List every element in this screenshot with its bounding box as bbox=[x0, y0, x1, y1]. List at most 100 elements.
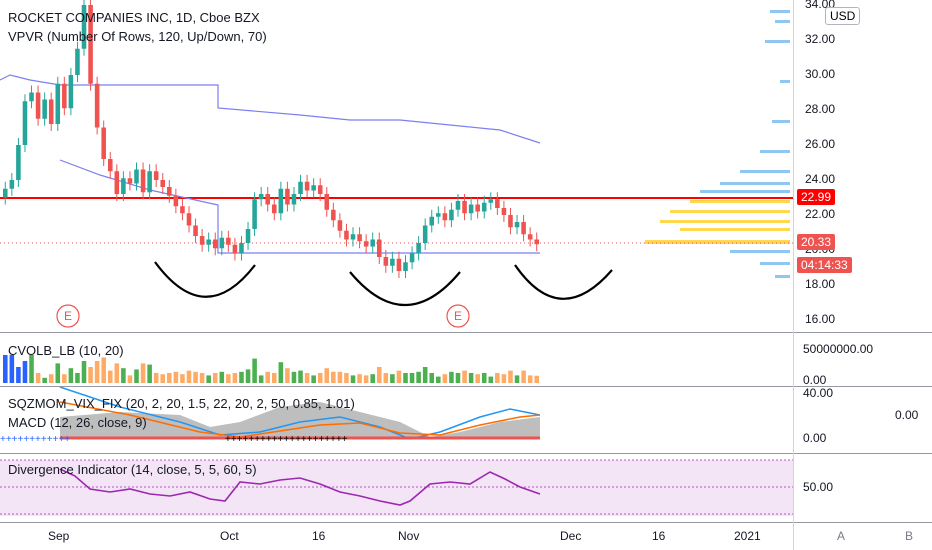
volume-bar bbox=[9, 355, 15, 383]
candle-body bbox=[462, 201, 467, 214]
candle-body bbox=[311, 185, 316, 191]
squeeze-axis[interactable]: 40.00 0.00 0.00 bbox=[793, 386, 932, 453]
candle-body bbox=[495, 199, 500, 208]
candle-body bbox=[62, 83, 67, 109]
volume-bar bbox=[311, 375, 316, 383]
earnings-marker-2[interactable] bbox=[446, 304, 470, 328]
volume-bar bbox=[488, 376, 494, 383]
time-tick: Sep bbox=[48, 529, 70, 543]
vpvr-row bbox=[730, 250, 790, 253]
candle-body bbox=[468, 204, 474, 214]
candle-body bbox=[219, 237, 225, 249]
volume-chart bbox=[3, 355, 539, 383]
symbol-title[interactable]: ROCKET COMPANIES INC, 1D, Cboe BZX bbox=[8, 10, 260, 25]
vix-fix-area bbox=[60, 402, 540, 439]
volume-pane[interactable]: CVOLB_LB (10, 20) bbox=[0, 333, 793, 386]
divergence-pane[interactable]: Divergence Indicator (14, close, 5, 5, 6… bbox=[0, 454, 793, 522]
earnings-marker-1[interactable] bbox=[56, 304, 80, 328]
price-chart[interactable] bbox=[0, 0, 793, 332]
volume-bar bbox=[383, 373, 389, 383]
pane-separator[interactable] bbox=[0, 386, 932, 387]
macd-label[interactable]: MACD (12, 26, close, 9) bbox=[8, 415, 147, 430]
volume-bar bbox=[3, 355, 8, 383]
pane-separator[interactable] bbox=[0, 332, 932, 333]
price-pane[interactable]: ROCKET COMPANIES INC, 1D, Cboe BZX VPVR … bbox=[0, 0, 793, 332]
volume-bar bbox=[344, 373, 349, 383]
volume-axis[interactable]: 50000000.00 0.00 bbox=[793, 333, 932, 387]
candle-body bbox=[239, 243, 244, 254]
candle-body bbox=[527, 234, 533, 240]
volume-bar bbox=[107, 370, 113, 383]
volume-bar bbox=[291, 371, 297, 383]
sqzmom-label[interactable]: SQZMOM_VIX_FIX (20, 2, 20, 1.5, 22, 20, … bbox=[8, 396, 355, 411]
candle-body bbox=[422, 225, 428, 243]
candle-body bbox=[16, 145, 21, 180]
vpvr-row bbox=[690, 200, 790, 203]
volume-bar bbox=[370, 374, 375, 383]
volume-bar bbox=[442, 374, 448, 383]
vpvr-row bbox=[740, 170, 790, 173]
volume-bar bbox=[422, 367, 428, 383]
volume-bar bbox=[252, 358, 257, 383]
price-tick: 24.00 bbox=[805, 172, 836, 186]
macd-line bbox=[59, 387, 541, 440]
candle-body bbox=[363, 241, 369, 247]
divergence-axis[interactable]: 50.00 bbox=[793, 454, 932, 522]
volume-bar bbox=[88, 367, 93, 383]
candle-body bbox=[521, 222, 526, 235]
vwap-upper bbox=[0, 74, 541, 144]
vpvr-row bbox=[780, 80, 790, 83]
time-tick: 16 bbox=[312, 529, 326, 543]
candle-body bbox=[232, 244, 238, 254]
candle-body bbox=[153, 171, 159, 180]
candle-body bbox=[488, 199, 494, 203]
scale-controls: A B bbox=[793, 523, 932, 550]
candle-body bbox=[140, 169, 146, 193]
volume-bar bbox=[48, 374, 54, 383]
squeeze-dots: ++++++++++++ bbox=[0, 434, 70, 445]
time-tick: Dec bbox=[560, 529, 582, 543]
auto-scale-button[interactable]: A bbox=[837, 529, 846, 543]
time-axis[interactable]: Sep Oct 16 Nov Dec 16 2021 bbox=[0, 523, 793, 550]
squeeze-momentum-pane[interactable]: ++++++++++++ +++++++++++++++++++++ SQZMO… bbox=[0, 387, 793, 453]
candle-body bbox=[285, 188, 290, 205]
volume-indicator-label[interactable]: CVOLB_LB (10, 20) bbox=[8, 343, 124, 358]
volume-bar bbox=[206, 375, 211, 383]
volume-bar bbox=[199, 373, 205, 383]
candle-body bbox=[376, 239, 382, 257]
price-tick: 22.00 bbox=[805, 207, 836, 221]
vpvr-row bbox=[770, 10, 790, 13]
price-axis[interactable]: 34.00 32.00 30.00 28.00 26.00 24.00 22.0… bbox=[793, 0, 932, 332]
vpvr-row bbox=[680, 228, 790, 231]
volume-bar bbox=[376, 367, 382, 383]
volume-bar bbox=[153, 373, 159, 383]
volume-bar bbox=[521, 370, 526, 383]
currency-button[interactable]: USD bbox=[825, 7, 861, 25]
log-scale-button[interactable]: B bbox=[905, 529, 914, 543]
divergence-chart bbox=[0, 459, 793, 516]
volume-bar bbox=[232, 373, 238, 383]
vpvr-label[interactable]: VPVR (Number Of Rows, 120, Up/Down, 70) bbox=[8, 29, 267, 44]
last-price-tag: 20.33 bbox=[797, 234, 836, 250]
divergence-label[interactable]: Divergence Indicator (14, close, 5, 5, 6… bbox=[8, 462, 257, 477]
vpvr-row bbox=[775, 275, 790, 278]
vpvr-row bbox=[670, 210, 790, 213]
divergence-line bbox=[59, 468, 541, 506]
candle-body bbox=[127, 178, 133, 184]
candle-body bbox=[409, 253, 415, 263]
candle-body bbox=[35, 92, 41, 119]
volume-bar bbox=[239, 371, 244, 383]
candle-body bbox=[29, 92, 34, 102]
volume-bar bbox=[127, 375, 133, 383]
volume-tick: 0.00 bbox=[803, 373, 827, 387]
pane-separator[interactable] bbox=[0, 453, 932, 454]
volume-bar bbox=[193, 371, 198, 383]
volume-bar bbox=[495, 373, 500, 383]
candle-body bbox=[331, 209, 336, 221]
time-tick: 16 bbox=[652, 529, 666, 543]
volume-bar bbox=[534, 375, 539, 383]
volume-bars bbox=[3, 355, 539, 383]
candle-body bbox=[514, 222, 520, 228]
volume-bar bbox=[436, 376, 441, 383]
volume-bar bbox=[331, 371, 336, 383]
